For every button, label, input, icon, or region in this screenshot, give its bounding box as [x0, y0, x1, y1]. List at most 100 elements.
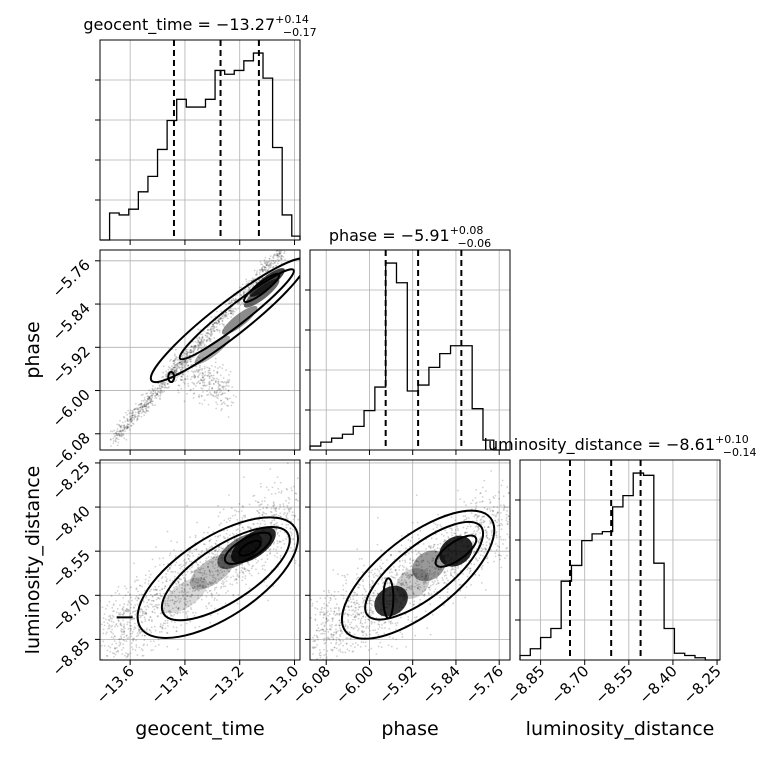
scatter-point: [220, 393, 223, 396]
scatter-point: [276, 531, 279, 534]
scatter-point: [210, 592, 213, 595]
scatter-point: [173, 354, 176, 357]
scatter-point: [127, 600, 130, 603]
scatter-point: [339, 640, 342, 642]
scatter-point: [140, 402, 142, 405]
scatter-point: [134, 613, 137, 616]
scatter-point: [180, 363, 183, 365]
scatter-point: [176, 648, 179, 651]
scatter-point: [354, 606, 357, 609]
scatter-point: [211, 574, 214, 577]
scatter-point: [143, 411, 146, 414]
scatter-point: [147, 410, 150, 412]
scatter-point: [127, 420, 130, 423]
scatter-point: [265, 584, 268, 587]
scatter-point: [138, 403, 141, 406]
scatter-point: [166, 645, 169, 648]
scatter-point: [142, 600, 145, 603]
scatter-point: [215, 326, 218, 328]
scatter-point: [126, 426, 129, 429]
scatter-point: [408, 574, 411, 576]
x-tick-label: −8.85: [503, 662, 548, 707]
scatter-point: [143, 404, 146, 407]
scatter-point: [186, 351, 188, 354]
scatter-point: [487, 561, 489, 564]
scatter-point: [119, 425, 122, 428]
scatter-point: [404, 581, 407, 584]
scatter-point: [278, 255, 280, 258]
scatter-point: [184, 352, 187, 355]
scatter-point: [342, 640, 345, 642]
scatter-point: [194, 611, 197, 614]
title-phase: phase = −5.91+0.08 −0.06: [329, 224, 491, 250]
scatter-point: [294, 514, 297, 517]
scatter-point: [406, 586, 408, 589]
scatter-point: [447, 537, 450, 540]
scatter-point: [275, 250, 278, 253]
scatter-point: [277, 254, 279, 257]
scatter-point: [438, 568, 440, 571]
scatter-point: [175, 369, 177, 371]
scatter-point: [109, 439, 112, 441]
scatter-point: [275, 513, 278, 516]
scatter-point: [192, 375, 195, 378]
contour: [136, 516, 299, 639]
scatter-point: [219, 318, 222, 320]
scatter-point: [328, 601, 330, 604]
scatter-point: [172, 360, 175, 363]
scatter-point: [332, 638, 335, 641]
scatter-point: [200, 598, 203, 601]
scatter-point: [149, 573, 152, 576]
scatter-point: [263, 259, 266, 261]
scatter-point: [212, 579, 214, 582]
scatter-point: [231, 310, 234, 312]
scatter-point: [199, 583, 201, 586]
scatter-point: [485, 541, 488, 544]
scatter-point: [418, 588, 421, 591]
scatter-point: [149, 399, 151, 402]
scatter-point: [249, 527, 252, 529]
scatter-point: [399, 564, 402, 567]
scatter-point: [206, 329, 209, 332]
scatter-point: [389, 622, 392, 625]
scatter-point: [232, 401, 235, 404]
scatter-point: [328, 628, 331, 631]
scatter-point: [159, 387, 161, 390]
scatter-point: [402, 568, 405, 571]
scatter-point: [260, 268, 263, 271]
scatter-point: [395, 624, 398, 627]
scatter-point: [210, 338, 212, 341]
scatter-point: [212, 374, 215, 377]
scatter-point: [494, 519, 497, 522]
scatter-point: [429, 603, 432, 606]
scatter-point: [407, 539, 410, 541]
scatter-point: [278, 252, 281, 255]
scatter-point: [212, 565, 214, 568]
scatter-point: [139, 631, 142, 634]
scatter-point: [352, 613, 354, 616]
scatter-point: [365, 634, 368, 637]
scatter-point: [364, 641, 367, 644]
scatter-point: [126, 418, 129, 421]
scatter-point: [127, 610, 130, 613]
scatter-point: [200, 387, 203, 390]
scatter-point: [156, 392, 159, 395]
scatter-point: [476, 514, 478, 517]
scatter-point: [411, 536, 414, 539]
scatter-point: [390, 553, 393, 556]
scatter-point: [167, 386, 170, 389]
scatter-point: [263, 269, 266, 271]
scatter-point: [177, 389, 180, 392]
scatter-point: [178, 361, 181, 364]
scatter-point: [261, 519, 264, 522]
scatter-point: [201, 572, 203, 575]
scatter-point: [491, 509, 494, 512]
scatter-point: [145, 403, 148, 406]
scatter-point: [207, 329, 210, 331]
scatter-point: [472, 541, 475, 543]
scatter-point: [137, 411, 140, 414]
scatter-point: [220, 380, 223, 383]
scatter-point: [149, 640, 152, 643]
scatter-point: [416, 586, 419, 589]
scatter-point: [185, 603, 188, 606]
